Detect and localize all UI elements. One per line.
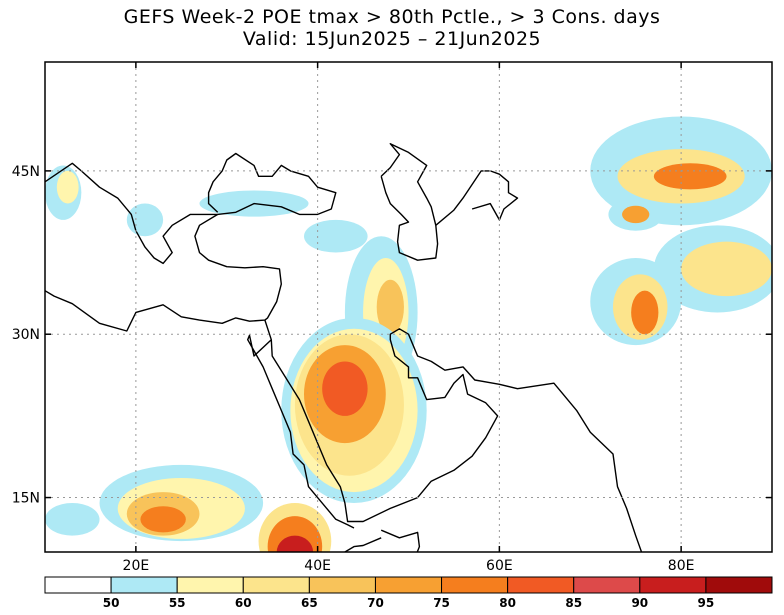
boundary-line-3 <box>270 328 643 552</box>
colorbar-label: 65 <box>301 596 318 610</box>
shading-blob-23 <box>653 163 727 190</box>
y-tick-label: 45N <box>12 164 40 180</box>
boundary-line-5 <box>344 537 382 552</box>
shading-blob-4 <box>303 219 368 253</box>
colorbar-label: 85 <box>565 596 582 610</box>
x-tick-label: 40E <box>304 558 331 574</box>
shading-blob-3 <box>56 170 79 204</box>
colorbar-box-2 <box>176 576 244 594</box>
shading-blob-25 <box>622 205 650 224</box>
map-axes: 45N 30N 15N 20E 40E 60E 80E <box>12 62 772 574</box>
probability-shading <box>45 116 772 552</box>
colorbar-box-1 <box>110 576 178 594</box>
colorbar-box-4 <box>308 576 376 594</box>
colorbar: 50 55 60 65 70 75 80 85 90 95 <box>44 576 773 610</box>
boundary-line-2 <box>246 319 355 529</box>
colorbar-label: 90 <box>631 596 648 610</box>
map-title-line-2: Valid: 15Jun2025 – 21Jun2025 <box>242 28 542 50</box>
y-tick-label: 15N <box>12 491 40 507</box>
colorbar-label: 60 <box>235 596 252 610</box>
boundary-line-6 <box>380 142 439 261</box>
shading-blob-27 <box>681 241 772 297</box>
colorbar-label: 55 <box>169 596 186 610</box>
x-tick-label: 60E <box>486 558 513 574</box>
colorbar-box-8 <box>573 576 641 594</box>
shading-blob-12 <box>322 361 368 416</box>
shading-blob-7 <box>376 279 404 335</box>
y-tick-label: 30N <box>12 327 40 343</box>
lat-lon-grid <box>45 62 772 552</box>
shading-blob-30 <box>631 290 659 335</box>
colorbar-box-6 <box>441 576 509 594</box>
map-title-line-1: GEFS Week-2 POE tmax > 80th Pctle., > 3 … <box>123 6 661 28</box>
colorbar-box-7 <box>507 576 575 594</box>
shading-blob-17 <box>45 503 100 536</box>
colorbar-label: 70 <box>367 596 384 610</box>
colorbar-label: 50 <box>103 596 120 610</box>
colorbar-label: 95 <box>698 596 715 610</box>
boundary-line-4 <box>380 529 421 552</box>
colorbar-label: 80 <box>499 596 516 610</box>
shading-blob-1 <box>126 203 164 237</box>
colorbar-label: 75 <box>433 596 450 610</box>
colorbar-box-5 <box>374 576 443 594</box>
colorbar-box-9 <box>639 576 707 594</box>
colorbar-box-3 <box>242 576 310 594</box>
colorbar-box-10 <box>705 576 773 594</box>
shading-blob-16 <box>140 506 186 533</box>
colorbar-box-0 <box>44 576 112 594</box>
x-tick-label: 20E <box>123 558 150 574</box>
shading-blob-20 <box>276 535 314 552</box>
x-tick-label: 80E <box>668 558 695 574</box>
map-frame <box>44 61 773 553</box>
